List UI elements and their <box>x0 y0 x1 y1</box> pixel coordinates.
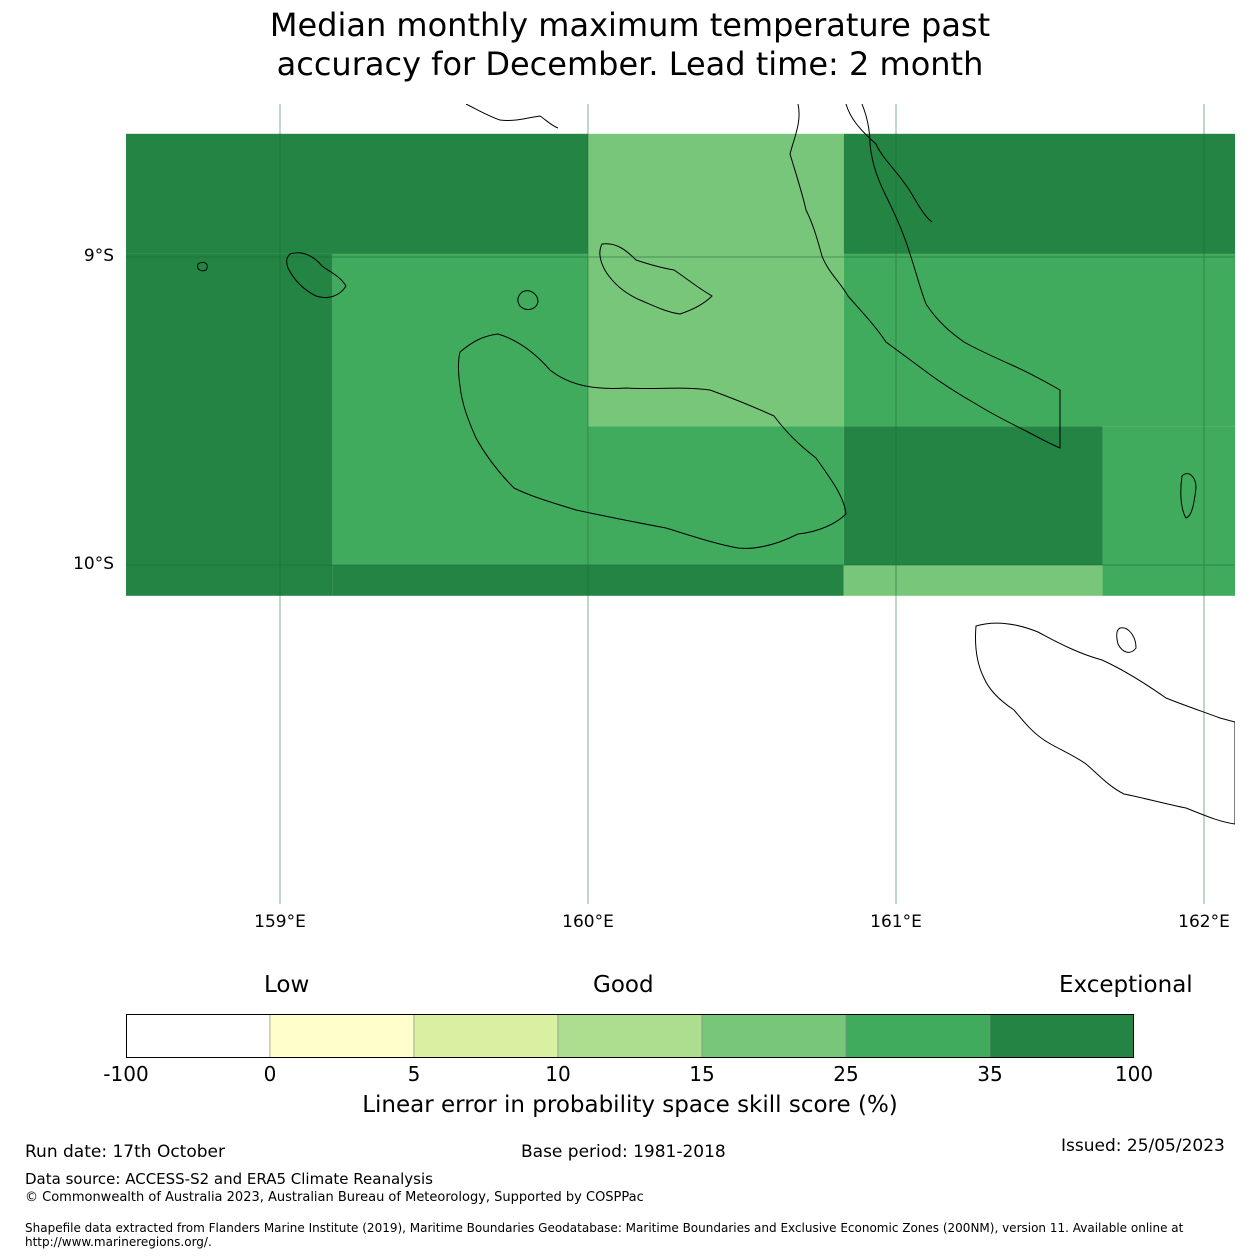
map-title: Median monthly maximum temperature past … <box>0 6 1260 84</box>
lat-label-10s: 10°S <box>73 554 114 574</box>
colorbar-tick-label: 35 <box>977 1062 1003 1086</box>
colorbar-bins <box>126 1014 1134 1058</box>
colorbar-tick-label: 0 <box>263 1062 277 1086</box>
skill-cell-0 <box>126 133 589 254</box>
skill-cell-11 <box>1102 565 1235 596</box>
colorbar-outline <box>126 1014 1134 1058</box>
coastline-savo <box>517 290 539 310</box>
colorbar-category-good: Good <box>593 972 654 998</box>
coastline-small-island-east <box>1180 473 1197 519</box>
lon-label-162e: 162°E <box>1178 912 1230 932</box>
coastline-small-island-west <box>197 261 208 272</box>
lon-label-161e: 161°E <box>870 912 922 932</box>
coastline-makira <box>975 622 1235 825</box>
graticule-lines <box>126 104 1235 904</box>
skill-cell-7 <box>843 426 1103 565</box>
colorbar-category-low: Low <box>264 972 310 998</box>
shapefile-credit-line-1: Shapefile data extracted from Flanders M… <box>25 1221 1184 1235</box>
shapefile-credit: Shapefile data extracted from Flanders M… <box>25 1221 1225 1249</box>
colorbar-tick-label: -100 <box>103 1062 149 1086</box>
colorbar-bin-5 <box>845 1014 991 1058</box>
colorbar-tick-label: 15 <box>689 1062 715 1086</box>
colorbar-tick-label: 5 <box>407 1062 421 1086</box>
skill-cell-3 <box>126 253 333 596</box>
skill-cell-2 <box>843 133 1235 254</box>
colorbar-tick-label: 10 <box>545 1062 571 1086</box>
base-period: Base period: 1981-2018 <box>521 1142 726 1162</box>
colorbar-bin-3 <box>557 1014 703 1058</box>
skill-cell-6 <box>843 253 1235 427</box>
skill-cell-8 <box>1102 426 1235 565</box>
coastline-santa-isabel <box>789 104 1061 449</box>
colorbar-bin-4 <box>701 1014 847 1058</box>
lat-label-9s: 9°S <box>83 246 114 266</box>
colorbar-bin-6 <box>989 1014 1134 1058</box>
colorbar-bin-0 <box>126 1014 271 1058</box>
colorbar-label: Linear error in probability space skill … <box>362 1092 898 1118</box>
title-line-1: Median monthly maximum temperature past <box>269 6 991 44</box>
coastline-russell-islands <box>286 252 347 299</box>
coastline-guadalcanal <box>458 333 847 549</box>
lon-label-160e: 160°E <box>562 912 614 932</box>
coastline-ugi-island <box>1116 627 1137 653</box>
colorbar <box>126 1014 1134 1058</box>
coastline-nggela <box>599 243 713 315</box>
map-canvas[interactable] <box>126 104 1235 904</box>
coastlines <box>197 104 1235 825</box>
skill-grid-cells <box>126 133 1235 596</box>
coastline-top-left <box>465 104 559 129</box>
copyright: © Commonwealth of Australia 2023, Austra… <box>25 1190 644 1205</box>
colorbar-tick-label: 25 <box>833 1062 859 1086</box>
data-source: Data source: ACCESS-S2 and ERA5 Climate … <box>25 1170 433 1188</box>
skill-cell-5 <box>588 426 844 565</box>
skill-cell-10 <box>843 565 1103 596</box>
shapefile-credit-line-2: http://www.marineregions.org/. <box>25 1235 212 1249</box>
issued-date: Issued: 25/05/2023 <box>1061 1136 1225 1156</box>
colorbar-bin-2 <box>413 1014 559 1058</box>
colorbar-bin-1 <box>269 1014 415 1058</box>
coastline-santa-isabel-north <box>845 104 933 223</box>
skill-cell-4 <box>332 253 589 566</box>
title-line-2: accuracy for December. Lead time: 2 mont… <box>276 45 984 83</box>
colorbar-category-exceptional: Exceptional <box>1059 972 1193 998</box>
run-date: Run date: 17th October <box>25 1142 225 1162</box>
colorbar-tick-label: 100 <box>1114 1062 1154 1086</box>
map-panel[interactable] <box>126 104 1235 904</box>
skill-cell-1 <box>588 133 844 427</box>
lon-label-159e: 159°E <box>254 912 306 932</box>
